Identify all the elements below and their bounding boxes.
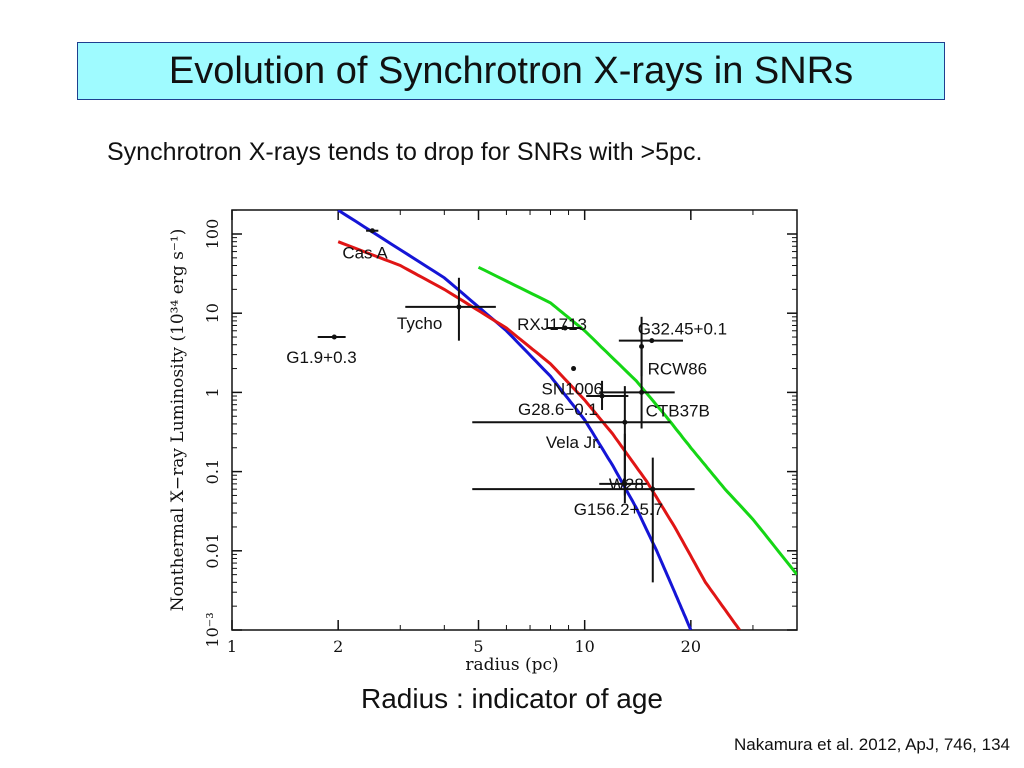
point-marker <box>331 334 337 340</box>
x-tick-label: 1 <box>227 637 237 656</box>
data-point: RXJ1713 <box>517 315 587 334</box>
point-label: Vela Jr. <box>546 433 602 452</box>
point-label: SN1006 <box>542 380 603 399</box>
title-box: Evolution of Synchrotron X-rays in SNRs <box>77 42 945 100</box>
data-point: G32.45+0.1 <box>618 320 727 344</box>
point-label: G32.45+0.1 <box>638 320 727 339</box>
data-point: Cas A <box>342 228 388 263</box>
y-tick-label: 0.1 <box>203 459 222 484</box>
point-label: RXJ1713 <box>517 315 587 334</box>
model-curve-3 <box>477 265 797 576</box>
y-tick-label: 10 <box>203 303 222 323</box>
x-axis-label: radius (pc) <box>465 655 558 675</box>
point-marker <box>599 393 605 399</box>
x-tick-label: 10 <box>574 637 594 656</box>
data-point: G28.6−0.1 <box>518 380 629 419</box>
point-marker <box>622 419 628 425</box>
point-label: RCW86 <box>648 359 708 378</box>
data-point: Tycho <box>397 277 496 341</box>
slide-subtitle: Synchrotron X-rays tends to drop for SNR… <box>107 138 703 166</box>
point-marker <box>622 481 628 487</box>
model-curve-1 <box>337 210 693 630</box>
point-marker <box>456 304 462 310</box>
plot-frame <box>231 209 798 631</box>
y-tick-label: 10⁻³ <box>203 612 222 647</box>
point-label: Cas A <box>342 244 388 263</box>
x-tick-label: 20 <box>681 637 701 656</box>
point-marker <box>562 325 568 331</box>
point-label: G156.2+5.7 <box>574 500 663 519</box>
point-label: CTB37B <box>646 401 710 420</box>
slide-caption: Radius : indicator of age <box>361 683 663 714</box>
y-axis-label: Nonthermal X−ray Luminosity (10³⁴ erg s⁻… <box>168 229 188 612</box>
data-point: G1.9+0.3 <box>286 334 357 367</box>
point-label: Tycho <box>397 314 442 333</box>
data-points: Cas A G1.9+0.3 Tycho RXJ1713 G32.45+0.1 RCW86… <box>286 228 727 583</box>
data-point: SN1006 <box>542 366 603 399</box>
data-point: W28 <box>599 433 647 504</box>
point-label: W28 <box>609 475 644 494</box>
y-tick-label: 1 <box>203 387 222 397</box>
y-tick-label: 100 <box>203 219 222 250</box>
model-curve-2 <box>337 240 741 630</box>
data-point: G156.2+5.7 <box>472 457 695 583</box>
data-point: CTB37B <box>599 344 710 429</box>
x-tick-label: 5 <box>473 637 483 656</box>
model-curves <box>337 210 797 630</box>
citation: Nakamura et al. 2012, ApJ, 746, 134 <box>734 735 1010 754</box>
point-marker <box>650 486 656 492</box>
axis-ticks: 1 2 5 10 20 100 10 1 0.1 0.01 10⁻³ <box>203 209 797 656</box>
point-label: G28.6−0.1 <box>518 400 598 419</box>
slide-title: Evolution of Synchrotron X-rays in SNRs <box>168 49 854 92</box>
x-tick-label: 2 <box>333 637 343 656</box>
point-marker <box>571 366 577 372</box>
point-label: G1.9+0.3 <box>286 348 356 367</box>
point-marker <box>639 389 645 395</box>
y-tick-label: 0.01 <box>203 533 222 569</box>
point-marker <box>369 228 375 234</box>
point-marker <box>649 338 655 344</box>
